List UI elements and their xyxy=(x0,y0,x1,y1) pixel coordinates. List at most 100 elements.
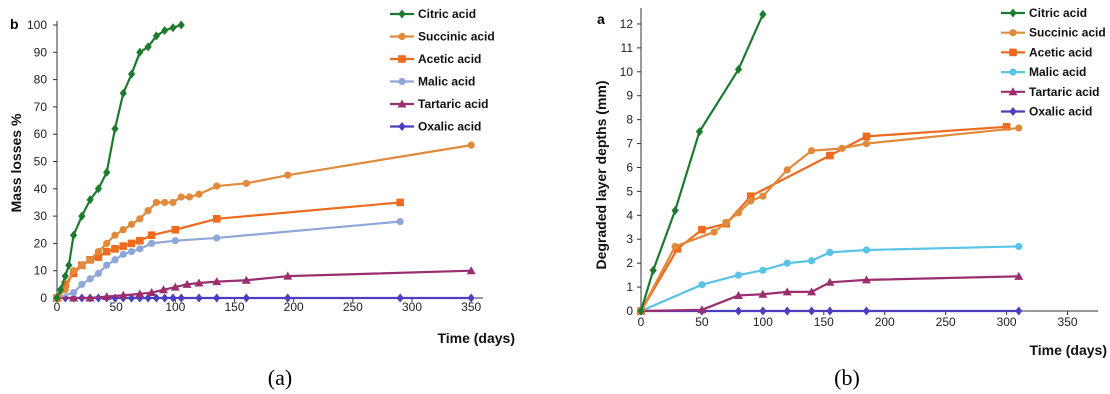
data-point-succinic-acid xyxy=(747,197,755,205)
axes: 0 50 100 150 200 250 300 350 0 10 20 30 40 50 60 70 80 90… xyxy=(27,18,483,314)
legend-marker xyxy=(1008,87,1018,96)
data-point-malic-acid xyxy=(119,250,127,258)
data-point-citric-acid xyxy=(56,285,65,295)
series-succinic-acid xyxy=(53,141,475,302)
data-point-oxalic-acid xyxy=(195,293,203,303)
legend-item-acetic-acid: Acetic acid xyxy=(1001,45,1092,59)
x-tick-label: 300 xyxy=(997,315,1017,329)
data-point-citric-acid xyxy=(94,184,103,194)
data-point-succinic-acid xyxy=(213,182,221,190)
data-point-tartaric-acid xyxy=(102,292,112,301)
data-point-acetic-acid xyxy=(94,253,103,261)
y-tick-label: 6 xyxy=(626,160,633,174)
data-point-citric-acid xyxy=(119,88,127,98)
data-point-succinic-acid xyxy=(710,228,718,236)
data-point-tartaric-acid xyxy=(170,282,180,291)
legend-label: Succinic acid xyxy=(1029,26,1106,40)
x-axis-label: Time (days) xyxy=(437,330,515,346)
data-point-citric-acid xyxy=(734,64,743,74)
series-line-tartaric-acid xyxy=(57,269,472,300)
data-point-succinic-acid xyxy=(722,218,730,227)
data-point-tartaric-acid xyxy=(182,279,192,288)
y-tick-label: 100 xyxy=(27,18,47,32)
data-point-oxalic-acid xyxy=(169,293,177,303)
data-point-oxalic-acid xyxy=(826,306,834,316)
data-point-citric-acid xyxy=(86,195,94,205)
legend-marker xyxy=(398,32,406,41)
legend: Citric acid Succinic acid Acetic acid Malic… xyxy=(1001,6,1106,119)
chart-panel-mass-loss: b Mass losses % Time (days) (a) 0 50 100 15… xyxy=(8,7,515,390)
legend-label: Malic acid xyxy=(1029,65,1086,79)
data-point-malic-acid xyxy=(826,248,834,256)
data-point-malic-acid xyxy=(213,234,221,242)
series-layer xyxy=(52,20,476,303)
data-point-malic-acid xyxy=(1015,242,1023,251)
data-point-oxalic-acid xyxy=(862,306,871,316)
x-tick-label: 150 xyxy=(224,300,244,314)
x-axis-label: Time (days) xyxy=(1029,342,1107,358)
data-point-tartaric-acid xyxy=(1014,271,1024,280)
data-point-oxalic-acid xyxy=(467,293,475,303)
data-point-malic-acid xyxy=(698,281,706,289)
series-line-succinic-acid xyxy=(56,144,472,299)
y-tick-label: 7 xyxy=(626,137,633,151)
x-tick-label: 250 xyxy=(343,300,363,314)
series-line-succinic-acid xyxy=(640,126,1019,312)
y-tick-label: 4 xyxy=(626,208,633,222)
data-point-acetic-acid xyxy=(1002,123,1011,131)
x-tick-label: 350 xyxy=(1058,315,1078,329)
legend-marker xyxy=(398,122,406,131)
x-tick-label: 50 xyxy=(109,300,123,314)
data-point-succinic-acid xyxy=(185,193,194,201)
legend-label: Oxalic acid xyxy=(418,120,481,134)
data-point-oxalic-acid xyxy=(1015,306,1023,316)
legend-label: Oxalic acid xyxy=(1029,105,1092,119)
y-tick-label: 0 xyxy=(40,291,47,305)
data-point-acetic-acid xyxy=(127,239,136,248)
data-point-tartaric-acid xyxy=(782,287,792,296)
y-tick-label: 30 xyxy=(34,209,48,223)
data-point-succinic-acid xyxy=(284,171,292,179)
data-point-succinic-acid xyxy=(86,256,94,264)
legend-item-citric-acid: Citric acid xyxy=(390,7,476,21)
data-point-acetic-acid xyxy=(111,245,119,253)
legend-item-succinic-acid: Succinic acid xyxy=(390,30,495,44)
data-point-tartaric-acid xyxy=(212,277,222,286)
data-point-succinic-acid xyxy=(69,267,78,275)
x-tick-label: 50 xyxy=(695,315,709,329)
y-tick-label: 20 xyxy=(34,236,48,250)
data-point-citric-acid xyxy=(127,69,136,79)
x-tick-label: 0 xyxy=(54,300,61,314)
data-point-succinic-acid xyxy=(119,226,127,234)
data-point-succinic-acid xyxy=(78,261,86,269)
data-point-malic-acid xyxy=(86,275,94,283)
data-point-succinic-acid xyxy=(169,198,177,207)
data-point-acetic-acid xyxy=(698,225,706,234)
data-point-citric-acid xyxy=(671,206,679,216)
y-tick-label: 5 xyxy=(626,184,633,198)
data-point-malic-acid xyxy=(734,271,743,279)
series-citric-acid xyxy=(637,9,767,316)
series-layer xyxy=(636,9,1024,316)
data-point-oxalic-acid xyxy=(783,306,791,316)
data-point-succinic-acid xyxy=(734,209,743,217)
legend-marker xyxy=(397,99,407,108)
legend-label: Malic acid xyxy=(418,75,475,89)
y-tick-label: 50 xyxy=(34,155,48,169)
y-tick-label: 10 xyxy=(34,264,48,278)
data-point-malic-acid xyxy=(171,237,179,245)
data-point-malic-acid xyxy=(808,257,816,265)
legend-label: Tartaric acid xyxy=(1029,85,1099,99)
legend-marker xyxy=(1009,68,1017,76)
data-point-succinic-acid xyxy=(127,220,136,228)
y-tick-label: 11 xyxy=(621,41,634,55)
legend-marker xyxy=(1009,8,1017,18)
x-tick-label: 100 xyxy=(165,300,185,314)
series-acetic-acid xyxy=(53,198,404,302)
data-point-citric-acid xyxy=(169,23,177,33)
data-point-citric-acid xyxy=(111,124,119,134)
data-point-tartaric-acid xyxy=(861,275,871,284)
legend-marker xyxy=(1009,107,1017,116)
data-point-succinic-acid xyxy=(1015,124,1023,132)
